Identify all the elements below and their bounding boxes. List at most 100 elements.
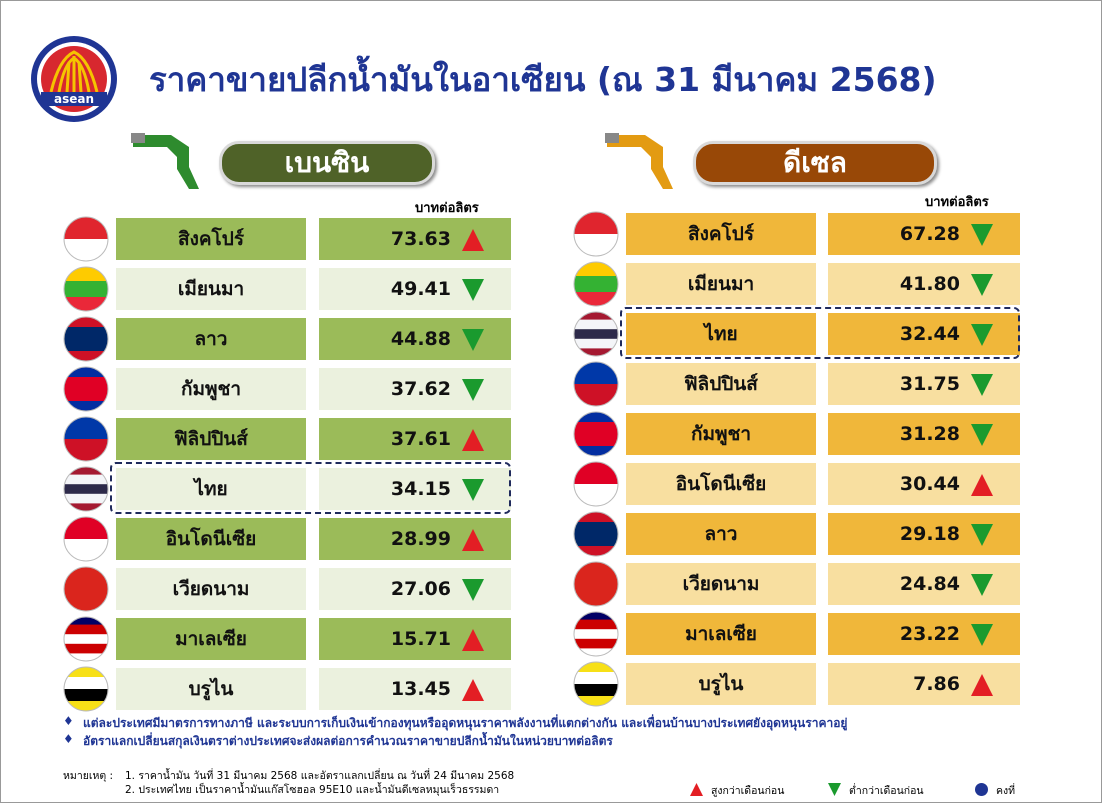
trend-icon xyxy=(971,324,993,346)
country-name: ลาว xyxy=(704,523,738,545)
flag xyxy=(573,661,619,707)
flag xyxy=(63,216,109,262)
note: แต่ละประเทศมีมาตรการทางภาษี และระบบการเก… xyxy=(83,716,848,730)
country-cell: กัมพูชา xyxy=(626,413,816,455)
price-cell: 37.61 xyxy=(319,418,511,460)
price-cell: 73.63 xyxy=(319,218,511,260)
trend-icon xyxy=(462,229,484,251)
price: 30.44 xyxy=(899,473,960,495)
country-name: กัมพูชา xyxy=(180,378,242,400)
trend-icon xyxy=(462,529,484,551)
country-cell: ไทย xyxy=(626,313,816,355)
trend-icon xyxy=(971,424,993,446)
country-name: เวียดนาม xyxy=(682,573,760,595)
flag xyxy=(63,566,109,612)
flag xyxy=(573,611,619,657)
country-name: เมียนมา xyxy=(687,273,755,295)
legend-label: คงที่ xyxy=(996,785,1016,797)
country-cell: บรูไน xyxy=(626,663,816,705)
country-cell: เวียดนาม xyxy=(116,568,306,610)
country-name: มาเลเซีย xyxy=(685,623,757,645)
price: 28.99 xyxy=(390,528,451,550)
logo-text: asean xyxy=(54,92,94,106)
price: 23.22 xyxy=(899,623,960,645)
price: 67.28 xyxy=(899,223,960,245)
flag xyxy=(573,411,619,457)
trend-icon xyxy=(828,783,841,796)
note: อัตราแลกเปลี่ยนสกุลเงินตราต่างประเทศจะส่… xyxy=(83,734,613,748)
price: 27.06 xyxy=(390,578,451,600)
price: 13.45 xyxy=(390,678,451,700)
country-cell: มาเลเซีย xyxy=(626,613,816,655)
price-cell: 15.71 xyxy=(319,618,511,660)
price: 37.61 xyxy=(390,428,451,450)
trend-icon xyxy=(971,374,993,396)
highlight-box xyxy=(620,307,1020,359)
title: ราคาขายปลีกน้ำมันในอาเซียน (ณ 31 มีนาคม … xyxy=(149,60,937,99)
remark-label: หมายเหตุ : xyxy=(63,770,114,782)
price: 7.86 xyxy=(913,673,960,695)
trend-icon xyxy=(462,279,484,301)
country-cell: กัมพูชา xyxy=(116,368,306,410)
price: 34.15 xyxy=(390,478,451,500)
legend-label: สูงกว่าเดือนก่อน xyxy=(711,785,785,797)
trend-icon xyxy=(462,679,484,701)
price-cell: 32.44 xyxy=(828,313,1020,355)
highlight-box xyxy=(110,462,511,514)
price: 44.88 xyxy=(390,328,451,350)
trend-icon xyxy=(975,783,988,796)
logo: asean xyxy=(31,36,117,122)
trend-icon xyxy=(971,274,993,296)
flag xyxy=(573,461,619,507)
flag xyxy=(573,211,619,257)
trend-icon xyxy=(971,674,993,696)
flag xyxy=(63,666,109,712)
country-cell: มาเลเซีย xyxy=(116,618,306,660)
price-cell: 13.45 xyxy=(319,668,511,710)
country-name: เวียดนาม xyxy=(172,578,250,600)
trend-icon xyxy=(971,524,993,546)
country-cell: อินโดนีเซีย xyxy=(116,518,306,560)
flag xyxy=(573,261,619,307)
trend-icon xyxy=(462,329,484,351)
price: 49.41 xyxy=(390,278,451,300)
trend-icon xyxy=(462,379,484,401)
country-name: ฟิลิปปินส์ xyxy=(684,373,758,395)
price-cell: 28.99 xyxy=(319,518,511,560)
section-badge: ดีเซล xyxy=(693,141,937,185)
price-cell: 7.86 xyxy=(828,663,1020,705)
unit-label: บาทต่อลิตร xyxy=(415,201,479,216)
flag xyxy=(573,361,619,407)
legend-label: ต่ำกว่าเดือนก่อน xyxy=(849,785,924,797)
flag xyxy=(573,561,619,607)
price: 37.62 xyxy=(390,378,451,400)
price: 29.18 xyxy=(899,523,960,545)
price-cell: 34.15 xyxy=(319,468,511,510)
trend-icon xyxy=(971,224,993,246)
country-cell: สิงคโปร์ xyxy=(116,218,306,260)
country-name: อินโดนีเซีย xyxy=(165,528,257,550)
country-cell: บรูไน xyxy=(116,668,306,710)
country-name: ไทย xyxy=(704,323,738,345)
country-cell: ไทย xyxy=(116,468,306,510)
flag xyxy=(63,366,109,412)
country-cell: อินโดนีเซีย xyxy=(626,463,816,505)
trend-icon xyxy=(690,783,703,796)
flag xyxy=(573,511,619,557)
trend-icon xyxy=(971,574,993,596)
country-name: มาเลเซีย xyxy=(175,628,247,650)
nozzle-icon xyxy=(605,133,673,189)
flag xyxy=(63,266,109,312)
country-name: เมียนมา xyxy=(177,278,245,300)
country-cell: เมียนมา xyxy=(116,268,306,310)
note-bullet: ♦ xyxy=(63,732,74,746)
country-cell: เมียนมา xyxy=(626,263,816,305)
country-name: อินโดนีเซีย xyxy=(675,473,767,495)
trend-icon xyxy=(462,629,484,651)
price-cell: 30.44 xyxy=(828,463,1020,505)
country-name: สิงคโปร์ xyxy=(177,228,245,250)
price: 41.80 xyxy=(899,273,960,295)
country-cell: เวียดนาม xyxy=(626,563,816,605)
country-name: ฟิลิปปินส์ xyxy=(174,428,248,450)
trend-icon xyxy=(462,429,484,451)
